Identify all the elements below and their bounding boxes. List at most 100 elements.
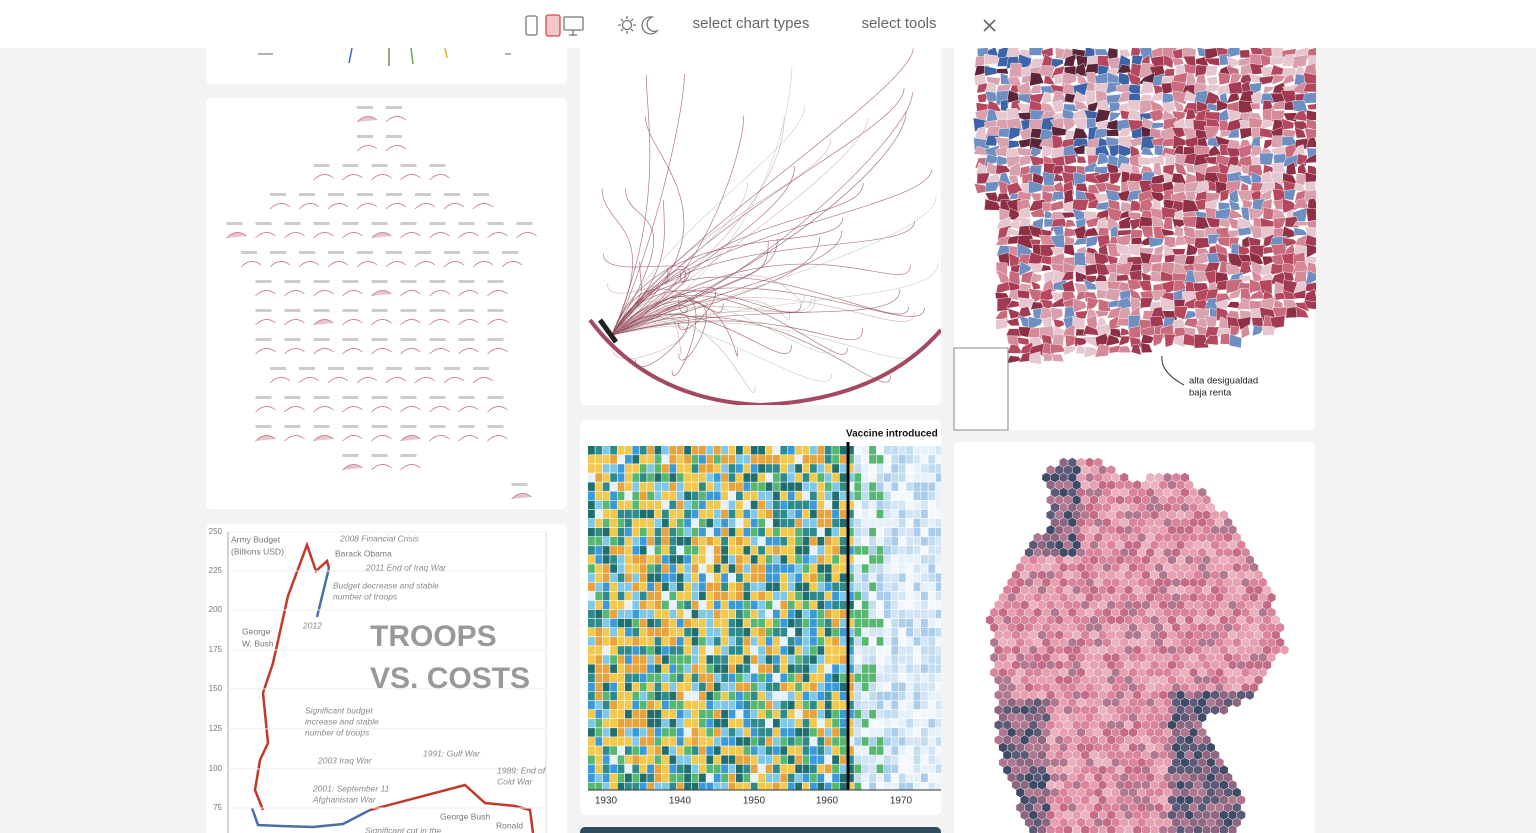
card[interactable] bbox=[580, 827, 941, 833]
cell bbox=[713, 546, 721, 555]
hex bbox=[1150, 810, 1159, 820]
cell bbox=[906, 600, 913, 610]
phone-view[interactable] bbox=[525, 15, 538, 36]
hex bbox=[1016, 802, 1025, 813]
cell bbox=[876, 473, 884, 482]
cell bbox=[691, 628, 699, 637]
cell bbox=[928, 582, 936, 591]
cell bbox=[595, 700, 603, 710]
cell bbox=[906, 482, 913, 491]
cell bbox=[699, 609, 706, 619]
hex bbox=[1003, 765, 1012, 775]
hex bbox=[1176, 510, 1185, 520]
hex bbox=[998, 652, 1008, 663]
card[interactable] bbox=[580, 30, 941, 405]
hex bbox=[1163, 667, 1172, 678]
label bbox=[429, 280, 446, 283]
cell bbox=[639, 491, 647, 500]
hex bbox=[1172, 727, 1181, 738]
cell bbox=[817, 564, 825, 573]
cell bbox=[654, 637, 662, 646]
cell bbox=[891, 509, 899, 519]
cell bbox=[602, 446, 610, 455]
cell bbox=[743, 509, 751, 519]
cell bbox=[662, 573, 669, 582]
cell bbox=[728, 755, 736, 764]
cell bbox=[832, 737, 839, 746]
hex bbox=[998, 742, 1008, 753]
cell bbox=[669, 700, 677, 710]
hex bbox=[1189, 622, 1198, 633]
label bbox=[255, 338, 272, 341]
cell bbox=[736, 655, 743, 664]
cell bbox=[647, 646, 654, 655]
cell bbox=[787, 591, 795, 601]
tool-select[interactable]: select tools bbox=[861, 15, 936, 32]
close-button[interactable] bbox=[983, 19, 996, 32]
hex bbox=[1115, 735, 1124, 745]
cell bbox=[691, 673, 699, 682]
cell bbox=[765, 628, 773, 637]
tablet-view[interactable] bbox=[545, 14, 561, 37]
hex bbox=[1063, 660, 1073, 670]
cell bbox=[861, 682, 869, 692]
cell bbox=[795, 673, 802, 682]
hex bbox=[1163, 697, 1172, 708]
cell bbox=[847, 764, 854, 773]
cell bbox=[654, 755, 662, 764]
region bbox=[1259, 279, 1273, 295]
hex bbox=[1068, 772, 1077, 783]
cell bbox=[832, 555, 839, 564]
hex bbox=[1219, 525, 1228, 535]
cell bbox=[839, 618, 847, 628]
card[interactable] bbox=[206, 524, 567, 833]
cell bbox=[713, 628, 721, 637]
card[interactable] bbox=[206, 98, 567, 509]
hex bbox=[1146, 667, 1155, 678]
cell bbox=[898, 491, 906, 500]
hex bbox=[1003, 705, 1012, 715]
hex bbox=[1154, 532, 1163, 543]
hex bbox=[1020, 810, 1029, 820]
hex bbox=[1068, 652, 1077, 663]
desktop-view[interactable] bbox=[563, 16, 584, 36]
hex bbox=[1202, 735, 1211, 745]
cell bbox=[706, 537, 714, 546]
cell bbox=[913, 546, 921, 555]
cell bbox=[861, 455, 869, 464]
hex bbox=[1120, 772, 1129, 783]
label bbox=[371, 338, 388, 341]
hex bbox=[1085, 532, 1094, 543]
hex bbox=[1107, 630, 1116, 640]
cell bbox=[780, 737, 788, 746]
cell bbox=[750, 737, 758, 746]
cell bbox=[847, 518, 854, 528]
hex bbox=[1068, 547, 1077, 558]
light-mode[interactable] bbox=[618, 16, 636, 34]
cell bbox=[787, 655, 795, 664]
hex bbox=[1154, 757, 1163, 768]
label bbox=[473, 193, 489, 196]
cell bbox=[595, 655, 603, 664]
cell bbox=[728, 482, 736, 491]
cell bbox=[713, 582, 721, 591]
hex bbox=[1172, 682, 1181, 693]
region bbox=[1094, 310, 1110, 318]
hex bbox=[1150, 720, 1159, 730]
cell bbox=[906, 555, 913, 564]
cell bbox=[802, 582, 810, 591]
region bbox=[1303, 91, 1316, 104]
chart-type-select[interactable]: select chart types bbox=[693, 15, 810, 32]
hex bbox=[1189, 532, 1198, 543]
hex bbox=[1180, 652, 1189, 663]
hex bbox=[1241, 682, 1250, 693]
hex bbox=[1159, 675, 1168, 685]
cell bbox=[795, 446, 802, 455]
region bbox=[1291, 144, 1306, 157]
hex bbox=[1258, 667, 1267, 678]
cell bbox=[743, 482, 751, 491]
hex bbox=[1055, 510, 1064, 520]
dark-mode[interactable] bbox=[641, 16, 660, 35]
cell bbox=[861, 591, 869, 601]
cell bbox=[610, 527, 617, 537]
